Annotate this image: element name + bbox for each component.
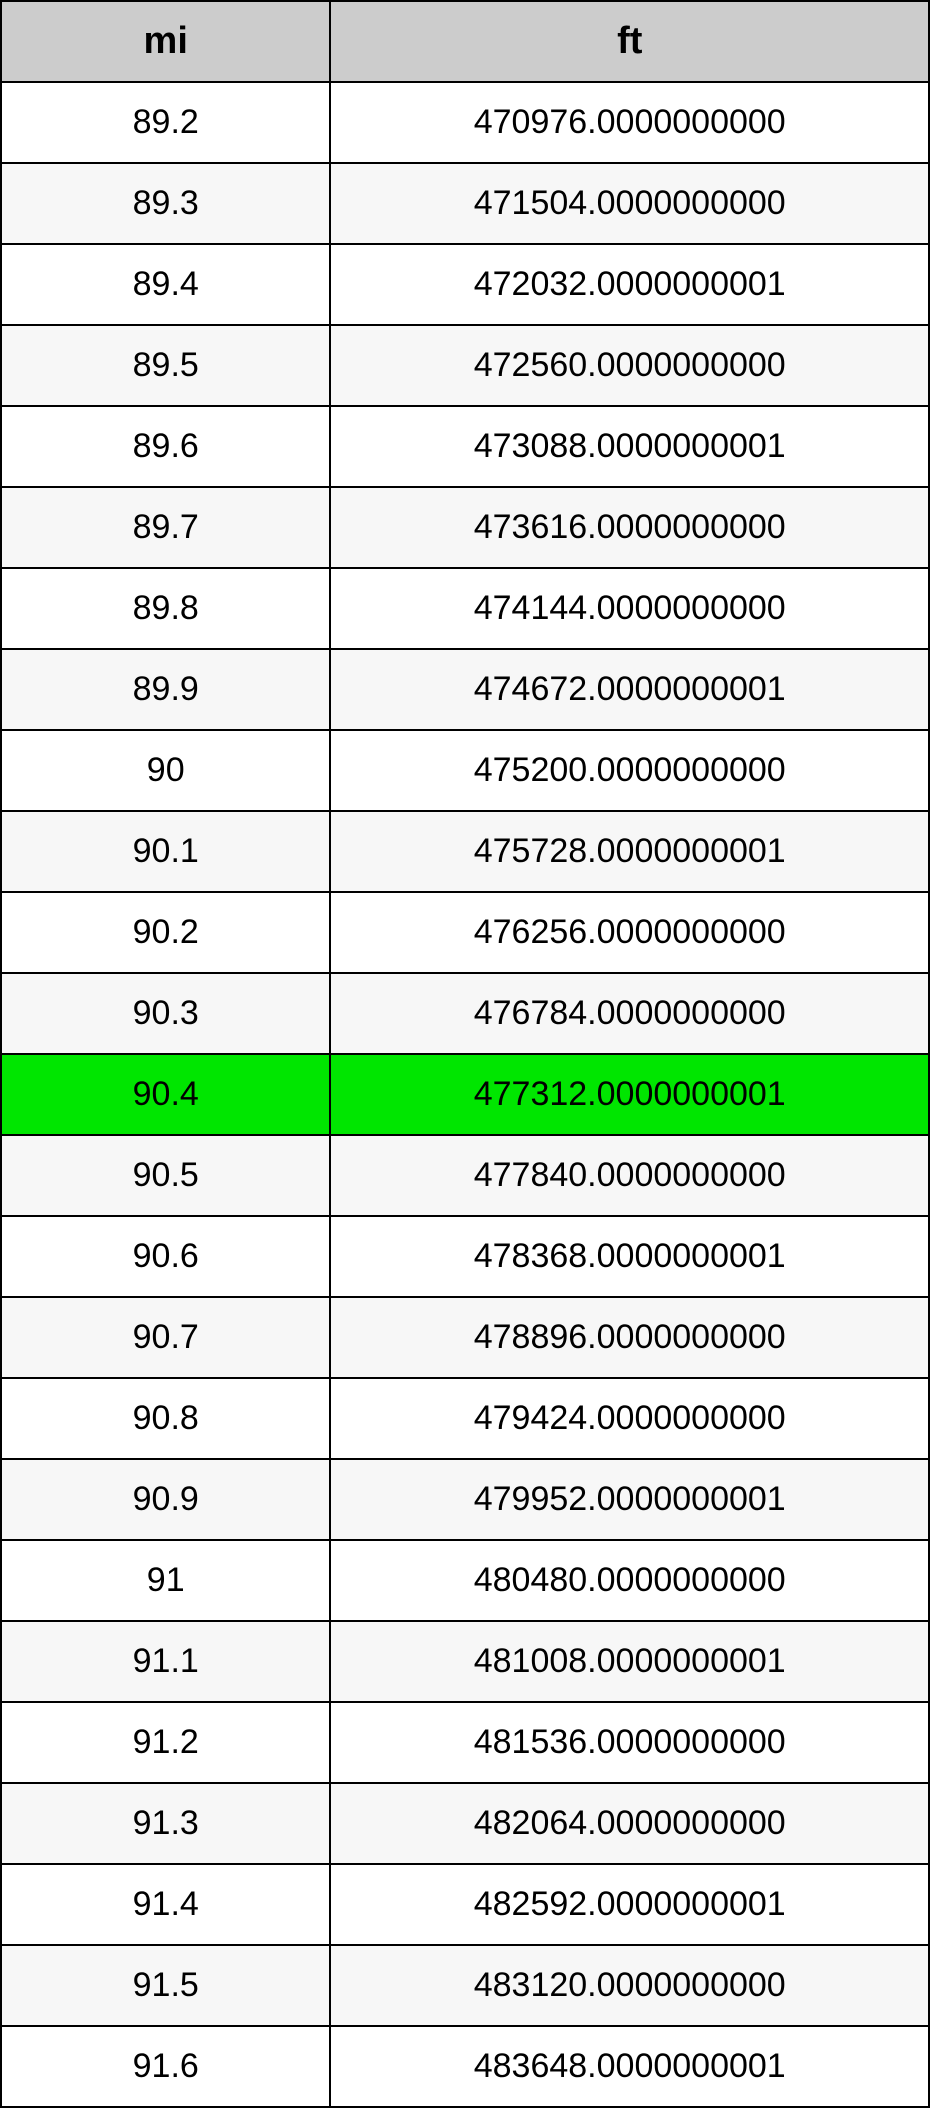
table-row: 89.5472560.0000000000 <box>1 325 929 406</box>
cell-mi: 91.3 <box>1 1783 330 1864</box>
cell-ft: 479424.0000000000 <box>330 1378 929 1459</box>
cell-ft: 479952.0000000001 <box>330 1459 929 1540</box>
cell-ft: 482064.0000000000 <box>330 1783 929 1864</box>
cell-ft: 475728.0000000001 <box>330 811 929 892</box>
cell-ft: 483648.0000000001 <box>330 2026 929 2107</box>
table-row: 90.6478368.0000000001 <box>1 1216 929 1297</box>
table-row: 90.4477312.0000000001 <box>1 1054 929 1135</box>
cell-ft: 480480.0000000000 <box>330 1540 929 1621</box>
table-row: 89.9474672.0000000001 <box>1 649 929 730</box>
table-row: 90.2476256.0000000000 <box>1 892 929 973</box>
table-row: 90475200.0000000000 <box>1 730 929 811</box>
table-row: 90.8479424.0000000000 <box>1 1378 929 1459</box>
cell-ft: 474144.0000000000 <box>330 568 929 649</box>
table-row: 89.7473616.0000000000 <box>1 487 929 568</box>
cell-mi: 89.2 <box>1 82 330 163</box>
cell-mi: 89.4 <box>1 244 330 325</box>
table-row: 90.1475728.0000000001 <box>1 811 929 892</box>
cell-mi: 91.5 <box>1 1945 330 2026</box>
cell-mi: 91 <box>1 1540 330 1621</box>
cell-ft: 470976.0000000000 <box>330 82 929 163</box>
cell-ft: 482592.0000000001 <box>330 1864 929 1945</box>
cell-ft: 477840.0000000000 <box>330 1135 929 1216</box>
cell-mi: 89.5 <box>1 325 330 406</box>
table-row: 91.2481536.0000000000 <box>1 1702 929 1783</box>
cell-mi: 89.7 <box>1 487 330 568</box>
table-row: 91480480.0000000000 <box>1 1540 929 1621</box>
cell-ft: 473088.0000000001 <box>330 406 929 487</box>
column-header-mi: mi <box>1 1 330 82</box>
cell-mi: 90.5 <box>1 1135 330 1216</box>
cell-ft: 483120.0000000000 <box>330 1945 929 2026</box>
table-body: 89.2470976.0000000000 89.3471504.0000000… <box>1 82 929 2107</box>
cell-mi: 90.6 <box>1 1216 330 1297</box>
table-header: mi ft <box>1 1 929 82</box>
table-row: 91.5483120.0000000000 <box>1 1945 929 2026</box>
table-row: 91.6483648.0000000001 <box>1 2026 929 2107</box>
cell-ft: 478896.0000000000 <box>330 1297 929 1378</box>
table-row: 91.4482592.0000000001 <box>1 1864 929 1945</box>
table-row: 90.7478896.0000000000 <box>1 1297 929 1378</box>
cell-ft: 472032.0000000001 <box>330 244 929 325</box>
cell-ft: 481536.0000000000 <box>330 1702 929 1783</box>
table-row: 90.9479952.0000000001 <box>1 1459 929 1540</box>
table-row: 90.3476784.0000000000 <box>1 973 929 1054</box>
cell-mi: 90.3 <box>1 973 330 1054</box>
cell-mi: 89.9 <box>1 649 330 730</box>
cell-mi: 89.8 <box>1 568 330 649</box>
cell-ft: 472560.0000000000 <box>330 325 929 406</box>
cell-mi: 90.1 <box>1 811 330 892</box>
cell-ft: 477312.0000000001 <box>330 1054 929 1135</box>
cell-mi: 91.1 <box>1 1621 330 1702</box>
cell-mi: 90.8 <box>1 1378 330 1459</box>
cell-ft: 476256.0000000000 <box>330 892 929 973</box>
cell-mi: 89.3 <box>1 163 330 244</box>
cell-ft: 476784.0000000000 <box>330 973 929 1054</box>
table-row: 89.4472032.0000000001 <box>1 244 929 325</box>
cell-mi: 89.6 <box>1 406 330 487</box>
conversion-table: mi ft 89.2470976.0000000000 89.3471504.0… <box>0 0 930 2108</box>
cell-ft: 478368.0000000001 <box>330 1216 929 1297</box>
cell-ft: 471504.0000000000 <box>330 163 929 244</box>
table-row: 89.6473088.0000000001 <box>1 406 929 487</box>
cell-mi: 91.4 <box>1 1864 330 1945</box>
cell-ft: 481008.0000000001 <box>330 1621 929 1702</box>
cell-ft: 475200.0000000000 <box>330 730 929 811</box>
cell-mi: 90.4 <box>1 1054 330 1135</box>
cell-mi: 90.9 <box>1 1459 330 1540</box>
cell-mi: 90 <box>1 730 330 811</box>
column-header-ft: ft <box>330 1 929 82</box>
cell-mi: 90.7 <box>1 1297 330 1378</box>
cell-ft: 474672.0000000001 <box>330 649 929 730</box>
cell-ft: 473616.0000000000 <box>330 487 929 568</box>
table-header-row: mi ft <box>1 1 929 82</box>
cell-mi: 90.2 <box>1 892 330 973</box>
table-row: 91.3482064.0000000000 <box>1 1783 929 1864</box>
table-row: 90.5477840.0000000000 <box>1 1135 929 1216</box>
cell-mi: 91.6 <box>1 2026 330 2107</box>
table-row: 89.8474144.0000000000 <box>1 568 929 649</box>
table-row: 91.1481008.0000000001 <box>1 1621 929 1702</box>
table-row: 89.2470976.0000000000 <box>1 82 929 163</box>
cell-mi: 91.2 <box>1 1702 330 1783</box>
table-row: 89.3471504.0000000000 <box>1 163 929 244</box>
